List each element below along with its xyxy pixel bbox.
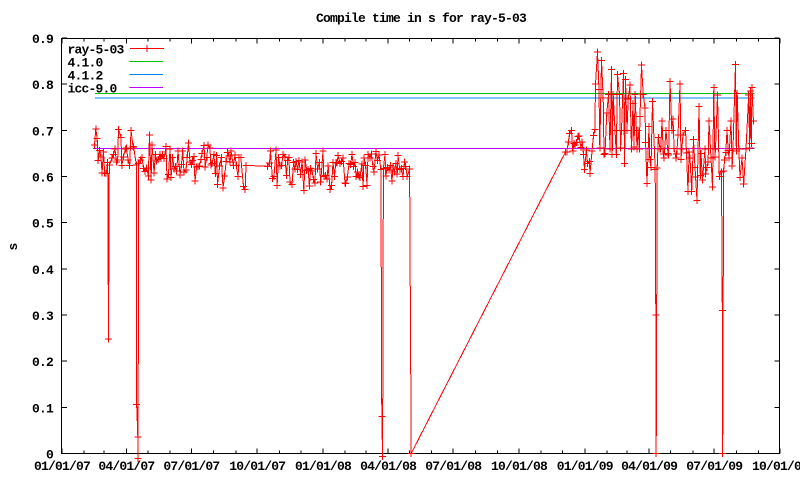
svg-text:07/01/08: 07/01/08	[425, 459, 482, 474]
svg-text:07/01/09: 07/01/09	[686, 459, 743, 474]
svg-text:0: 0	[46, 448, 54, 463]
svg-text:0.6: 0.6	[32, 171, 54, 186]
svg-text:0.4: 0.4	[32, 263, 54, 278]
svg-text:0.7: 0.7	[32, 124, 53, 139]
svg-text:0.8: 0.8	[32, 78, 54, 93]
svg-text:Compile time in s for ray-5-03: Compile time in s for ray-5-03	[316, 11, 527, 26]
svg-text:04/01/07: 04/01/07	[98, 459, 154, 474]
svg-text:10/01/09: 10/01/09	[752, 459, 800, 474]
svg-text:0.5: 0.5	[32, 217, 54, 232]
svg-text:s: s	[6, 243, 21, 251]
svg-text:0.2: 0.2	[32, 355, 54, 370]
svg-text:4.1.2: 4.1.2	[68, 69, 104, 84]
svg-text:07/01/07: 07/01/07	[163, 459, 219, 474]
svg-text:04/01/08: 04/01/08	[360, 459, 417, 474]
svg-text:ray-5-03: ray-5-03	[68, 43, 125, 58]
svg-text:10/01/07: 10/01/07	[229, 459, 285, 474]
svg-text:0.9: 0.9	[32, 32, 54, 47]
svg-text:icc-9.0: icc-9.0	[68, 82, 118, 97]
svg-text:01/01/08: 01/01/08	[295, 459, 352, 474]
svg-text:01/01/07: 01/01/07	[34, 459, 90, 474]
svg-text:0.3: 0.3	[32, 309, 54, 324]
svg-text:01/01/09: 01/01/09	[557, 459, 614, 474]
svg-text:4.1.0: 4.1.0	[68, 56, 104, 71]
svg-text:04/01/09: 04/01/09	[621, 459, 678, 474]
svg-text:10/01/08: 10/01/08	[491, 459, 548, 474]
svg-text:0.1: 0.1	[32, 401, 54, 416]
